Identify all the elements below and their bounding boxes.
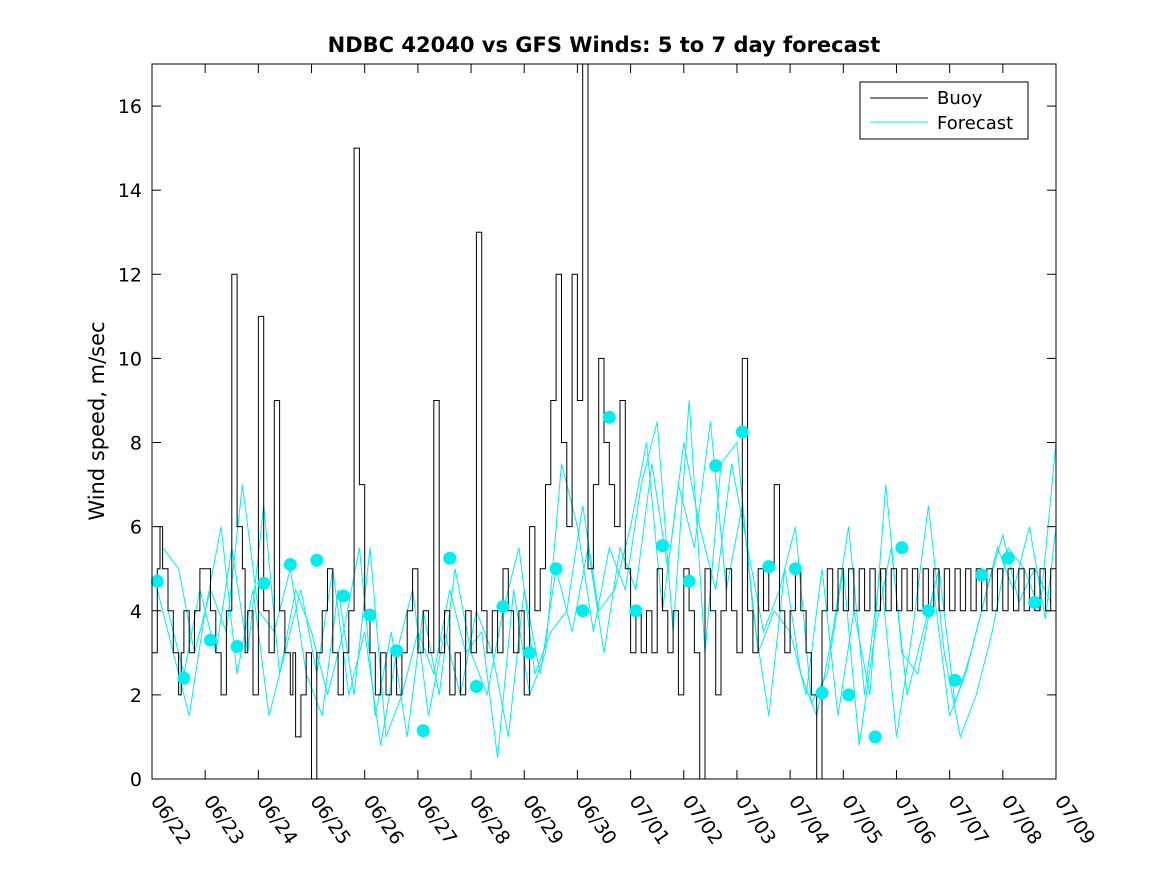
plot-frame: [151, 63, 1057, 780]
forecast-marker: [1001, 551, 1015, 565]
forecast-marker: [469, 680, 483, 693]
forecast-marker: [709, 459, 723, 473]
forecast-marker: [576, 604, 590, 618]
forecast-marker: [762, 560, 776, 574]
forecast-marker: [948, 673, 962, 687]
forecast-marker: [895, 541, 909, 555]
series-layer: [152, 64, 1056, 779]
y-tick-label: 0: [130, 769, 142, 791]
y-tick-label: 4: [130, 601, 142, 623]
y-tick-label: 2: [130, 685, 142, 707]
legend: Buoy Forecast: [859, 81, 1029, 140]
forecast-marker: [1028, 595, 1042, 609]
forecast-marker: [204, 633, 217, 647]
forecast-marker: [549, 562, 563, 576]
forecast-marker: [788, 562, 802, 576]
forecast-marker: [975, 568, 989, 582]
buoy-line: [152, 64, 1056, 779]
y-tick-label: 8: [130, 433, 142, 455]
forecast-marker: [842, 688, 856, 702]
y-tick-label: 6: [130, 517, 142, 539]
forecast-marker: [868, 730, 882, 744]
forecast-marker: [921, 604, 935, 618]
y-tick-label: 10: [118, 348, 142, 370]
y-tick-label: 14: [118, 180, 142, 202]
forecast-marker: [390, 644, 404, 658]
y-tick-label: 16: [118, 96, 142, 118]
forecast-marker: [363, 608, 377, 622]
chart-title: NDBC 42040 vs GFS Winds: 5 to 7 day fore…: [328, 33, 881, 57]
forecast-marker: [150, 574, 164, 588]
forecast-marker: [336, 589, 350, 603]
forecast-marker: [656, 539, 669, 553]
legend-label-forecast: Forecast: [937, 113, 1013, 134]
legend-box: [859, 81, 1029, 140]
forecast-marker: [283, 558, 297, 571]
forecast-marker: [815, 686, 829, 700]
forecast-marker: [629, 604, 643, 618]
forecast-run-line-3: [156, 442, 1052, 746]
y-axis-label: Wind speed, m/sec: [85, 321, 109, 520]
forecast-marker: [523, 646, 537, 660]
forecast-marker: [735, 425, 749, 439]
forecast-marker: [257, 576, 271, 590]
forecast-marker: [602, 410, 616, 424]
forecast-marker: [416, 724, 430, 738]
forecast-marker: [177, 671, 191, 685]
forecast-marker: [230, 640, 244, 653]
forecast-marker: [310, 553, 324, 567]
forecast-marker: [496, 600, 510, 614]
forecast-marker-layer: [150, 410, 1042, 744]
forecast-marker: [682, 574, 696, 588]
forecast-marker: [443, 551, 457, 565]
y-tick-label: 12: [118, 264, 142, 286]
legend-label-buoy: Buoy: [937, 88, 983, 109]
